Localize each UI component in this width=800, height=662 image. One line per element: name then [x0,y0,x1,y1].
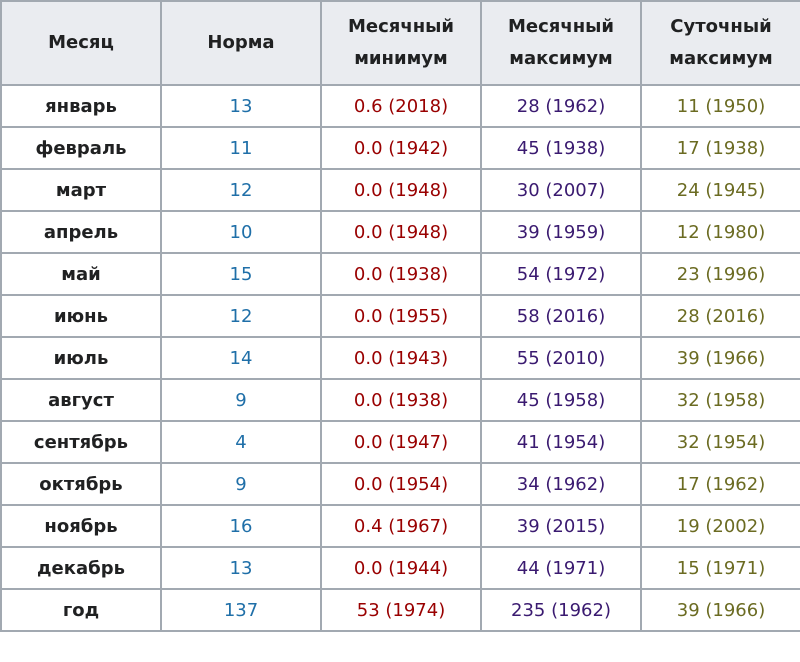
month-cell: июль [0,336,162,380]
month-cell: май [0,252,162,296]
value-cell: 0.0 (1948) [320,210,482,254]
value-cell: 12 [160,294,322,338]
table-row: октябрь 9 0.0 (1954) 34 (1962) 17 (1962) [0,462,800,506]
table-row: июнь 12 0.0 (1955) 58 (2016) 28 (2016) [0,294,800,338]
precipitation-table: Месяц Норма Месячный минимум Месячный макси… [0,0,800,632]
value-cell: 19 (2002) [640,504,800,548]
month-cell: октябрь [0,462,162,506]
value-cell: 0.0 (1938) [320,378,482,422]
month-cell: февраль [0,126,162,170]
month-cell: апрель [0,210,162,254]
value-cell: 28 (1962) [480,84,642,128]
value-cell: 4 [160,420,322,464]
value-cell: 0.6 (2018) [320,84,482,128]
month-cell: март [0,168,162,212]
month-cell: год [0,588,162,632]
value-cell: 32 (1958) [640,378,800,422]
table-row: ноябрь 16 0.4 (1967) 39 (2015) 19 (2002) [0,504,800,548]
table-row: год 137 53 (1974) 235 (1962) 39 (1966) [0,588,800,632]
value-cell: 0.0 (1943) [320,336,482,380]
header-row: Месяц Норма Месячный минимум Месячный макси… [0,0,800,86]
value-cell: 0.0 (1954) [320,462,482,506]
table-row: апрель 10 0.0 (1948) 39 (1959) 12 (1980) [0,210,800,254]
header-cell: Месячный минимум [320,0,482,86]
value-cell: 16 [160,504,322,548]
value-cell: 44 (1971) [480,546,642,590]
table-row: январь 13 0.6 (2018) 28 (1962) 11 (1950) [0,84,800,128]
month-cell: январь [0,84,162,128]
value-cell: 0.0 (1942) [320,126,482,170]
value-cell: 13 [160,84,322,128]
value-cell: 58 (2016) [480,294,642,338]
month-cell: сентябрь [0,420,162,464]
value-cell: 39 (1966) [640,336,800,380]
value-cell: 14 [160,336,322,380]
header-cell: Норма [160,0,322,86]
value-cell: 0.0 (1947) [320,420,482,464]
value-cell: 24 (1945) [640,168,800,212]
header-cell: Месячный максимум [480,0,642,86]
value-cell: 39 (2015) [480,504,642,548]
value-cell: 10 [160,210,322,254]
value-cell: 17 (1962) [640,462,800,506]
table-row: май 15 0.0 (1938) 54 (1972) 23 (1996) [0,252,800,296]
value-cell: 0.0 (1955) [320,294,482,338]
value-cell: 17 (1938) [640,126,800,170]
value-cell: 39 (1966) [640,588,800,632]
table-row: август 9 0.0 (1938) 45 (1958) 32 (1958) [0,378,800,422]
value-cell: 53 (1974) [320,588,482,632]
value-cell: 235 (1962) [480,588,642,632]
value-cell: 0.0 (1938) [320,252,482,296]
value-cell: 28 (2016) [640,294,800,338]
value-cell: 34 (1962) [480,462,642,506]
table-row: сентябрь 4 0.0 (1947) 41 (1954) 32 (1954) [0,420,800,464]
value-cell: 54 (1972) [480,252,642,296]
month-cell: август [0,378,162,422]
value-cell: 15 [160,252,322,296]
header-cell: Месяц [0,0,162,86]
value-cell: 9 [160,378,322,422]
value-cell: 0.0 (1948) [320,168,482,212]
value-cell: 15 (1971) [640,546,800,590]
value-cell: 55 (2010) [480,336,642,380]
value-cell: 45 (1938) [480,126,642,170]
table-row: март 12 0.0 (1948) 30 (2007) 24 (1945) [0,168,800,212]
table-row: июль 14 0.0 (1943) 55 (2010) 39 (1966) [0,336,800,380]
value-cell: 45 (1958) [480,378,642,422]
table-body: январь 13 0.6 (2018) 28 (1962) 11 (1950) февр… [0,84,800,632]
month-cell: декабрь [0,546,162,590]
value-cell: 12 [160,168,322,212]
value-cell: 11 [160,126,322,170]
table-row: февраль 11 0.0 (1942) 45 (1938) 17 (1938) [0,126,800,170]
value-cell: 137 [160,588,322,632]
value-cell: 23 (1996) [640,252,800,296]
value-cell: 0.0 (1944) [320,546,482,590]
value-cell: 32 (1954) [640,420,800,464]
value-cell: 0.4 (1967) [320,504,482,548]
month-cell: июнь [0,294,162,338]
month-cell: ноябрь [0,504,162,548]
value-cell: 41 (1954) [480,420,642,464]
value-cell: 30 (2007) [480,168,642,212]
value-cell: 12 (1980) [640,210,800,254]
header-cell: Суточный максимум [640,0,800,86]
value-cell: 39 (1959) [480,210,642,254]
table-row: декабрь 13 0.0 (1944) 44 (1971) 15 (1971) [0,546,800,590]
value-cell: 13 [160,546,322,590]
value-cell: 11 (1950) [640,84,800,128]
value-cell: 9 [160,462,322,506]
